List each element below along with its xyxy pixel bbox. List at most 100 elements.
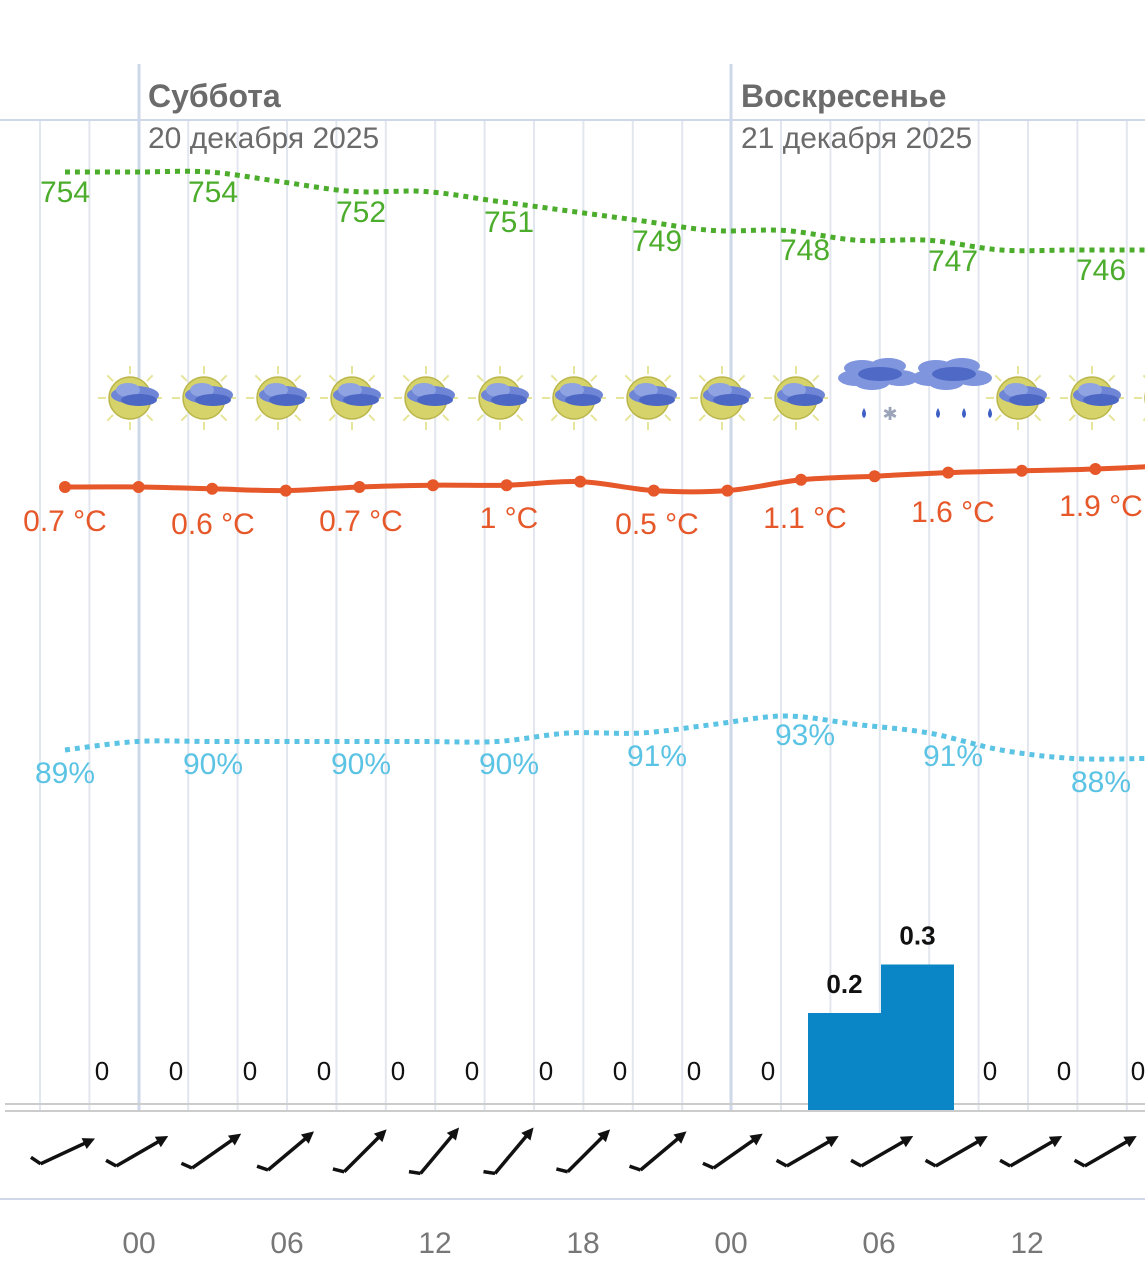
sun-ray xyxy=(106,374,114,382)
precipitation-series: 0 0 0 0 0 0 0 0 0 0 0.2 0.3 0 0 0 xyxy=(95,921,1145,1110)
wind-head xyxy=(974,1136,988,1148)
day-name-sunday: Воскресенье xyxy=(741,78,946,114)
wind-arrow-icon xyxy=(702,1133,763,1170)
partly-cloudy-icon xyxy=(98,366,162,430)
temperature-point xyxy=(1015,464,1028,477)
sun-ray xyxy=(328,414,336,422)
cloud-puff xyxy=(858,367,902,381)
partly-cloudy-icon xyxy=(172,366,236,430)
weather-icons-row: ✱ xyxy=(98,358,1145,430)
wind-arrow-icon xyxy=(1073,1136,1137,1168)
cloud-puff xyxy=(264,383,288,397)
sun-ray xyxy=(220,414,228,422)
cloud-puff xyxy=(932,367,976,381)
precipitation-bar xyxy=(808,1013,881,1110)
humidity-label: 93% xyxy=(775,719,835,752)
partly-cloudy-icon xyxy=(986,366,1050,430)
wind-barb xyxy=(628,1164,642,1172)
cloud-puff xyxy=(1009,394,1045,406)
pressure-label: 748 xyxy=(780,234,830,267)
cloud-puff xyxy=(412,383,436,397)
wind-barb xyxy=(702,1161,715,1170)
wind-arrow-icon xyxy=(555,1129,611,1174)
sun-ray xyxy=(550,374,558,382)
x-tick-label: 12 xyxy=(418,1227,451,1260)
sun-ray xyxy=(738,414,746,422)
temperature-point xyxy=(132,481,145,493)
sun-ray xyxy=(402,374,410,382)
sun-ray xyxy=(738,374,746,382)
x-tick-label: 06 xyxy=(270,1227,303,1260)
partly-cloudy-icon xyxy=(246,366,310,430)
wind-arrow-icon xyxy=(29,1138,96,1166)
wind-barb xyxy=(775,1158,788,1168)
precipitation-label: 0 xyxy=(1057,1056,1071,1086)
wind-shaft xyxy=(1009,1136,1060,1168)
wind-arrow-icon xyxy=(180,1133,242,1170)
sun-ray xyxy=(590,374,598,382)
humidity-label: 90% xyxy=(331,748,391,781)
wind-shaft xyxy=(1083,1136,1135,1168)
precipitation-label: 0 xyxy=(983,1056,997,1086)
temperature-point xyxy=(353,481,366,493)
x-axis-ticks: 00 06 12 18 00 06 12 xyxy=(122,1227,1043,1260)
pressure-label: 746 xyxy=(1076,254,1126,287)
sun-ray xyxy=(516,374,524,382)
wind-arrow-icon xyxy=(775,1136,839,1168)
precipitation-label: 0 xyxy=(95,1056,109,1086)
temperature-label: 1.9 °C xyxy=(1059,490,1143,523)
sun-ray xyxy=(590,414,598,422)
precipitation-label: 0 xyxy=(613,1056,627,1086)
sun-ray xyxy=(624,414,632,422)
temperature-point xyxy=(1089,463,1102,475)
raindrop xyxy=(962,408,966,418)
wind-arrow-icon xyxy=(999,1136,1063,1168)
wind-row xyxy=(29,1127,1137,1176)
sun-ray xyxy=(812,414,820,422)
sun-ray xyxy=(1108,374,1116,382)
wind-arrow-icon xyxy=(628,1131,687,1172)
precipitation-label: 0 xyxy=(761,1056,775,1086)
cloud-puff xyxy=(708,383,732,397)
wind-head xyxy=(81,1138,96,1149)
sun-ray xyxy=(1068,374,1076,382)
precipitation-bar xyxy=(881,964,954,1110)
cloud-puff xyxy=(190,383,214,397)
wind-shaft xyxy=(493,1129,533,1175)
x-tick-label: 00 xyxy=(714,1227,747,1260)
temperature-label: 0.5 °C xyxy=(615,508,699,541)
snowflake-glyph: ✱ xyxy=(882,404,897,425)
cloud-puff xyxy=(1004,383,1028,397)
sun-ray xyxy=(180,374,188,382)
precipitation-label: 0 xyxy=(465,1056,479,1086)
wind-head xyxy=(154,1136,169,1148)
overcast-light-rain-icon xyxy=(912,358,992,418)
precipitation-label: 0 xyxy=(243,1056,257,1086)
cloud-puff xyxy=(343,394,379,406)
cloud-puff xyxy=(491,394,527,406)
precipitation-label: 0.2 xyxy=(826,969,862,999)
cloud-puff xyxy=(121,394,157,406)
wind-shaft xyxy=(266,1132,313,1172)
humidity-label: 91% xyxy=(627,740,687,773)
humidity-label: 90% xyxy=(479,748,539,781)
pressure-series: 754 754 752 751 749 748 747 746 xyxy=(40,168,1145,287)
humidity-line xyxy=(64,713,1145,762)
sun-ray xyxy=(1108,414,1116,422)
temperature-line xyxy=(64,464,1145,495)
temperature-label: 0.7 °C xyxy=(23,505,107,538)
sun-ray xyxy=(254,414,262,422)
wind-barb xyxy=(555,1167,569,1174)
cloud-puff xyxy=(1078,383,1102,397)
wind-barb xyxy=(999,1158,1012,1168)
temperature-point xyxy=(427,479,439,492)
pressure-label: 754 xyxy=(40,176,90,209)
temperature-label: 1.6 °C xyxy=(911,496,995,529)
sun-ray xyxy=(328,374,336,382)
day-date-sunday: 21 декабря 2025 xyxy=(741,122,972,155)
wind-shaft xyxy=(566,1130,609,1174)
pressure-label: 752 xyxy=(336,196,386,229)
wind-head xyxy=(300,1131,315,1144)
sun-ray xyxy=(1142,417,1145,422)
